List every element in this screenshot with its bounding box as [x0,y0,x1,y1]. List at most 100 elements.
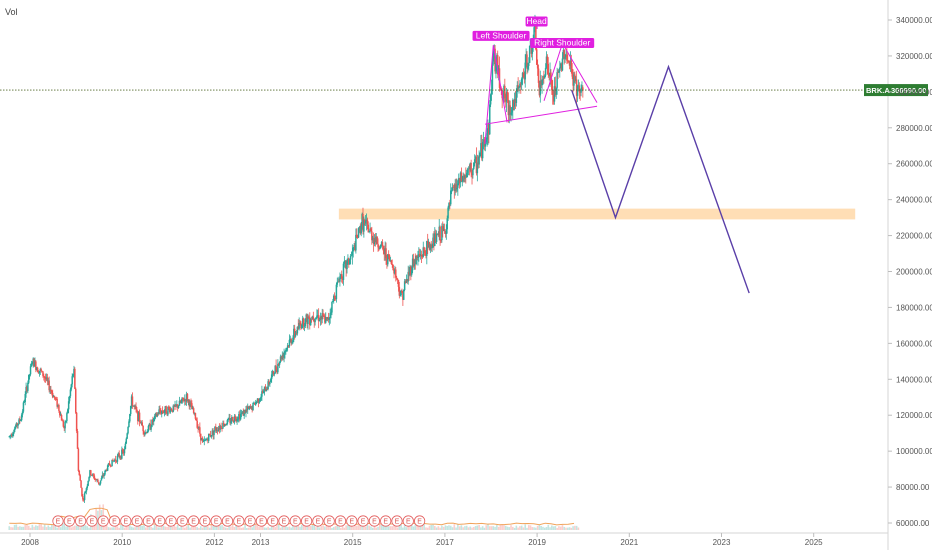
candle-body [88,477,90,481]
candle-body [559,67,561,72]
volume-bar [566,527,569,530]
candle-body [484,142,487,147]
volume-bar [373,525,376,530]
candle-body [389,260,392,262]
pattern-label-box [530,38,595,49]
candle-body [339,276,341,282]
volume-bar [508,527,511,530]
price-axis[interactable]: 340000.00 320000.00 300000.00 280000.00 2600… [888,16,932,528]
candle-body [424,251,426,254]
volume-bar [256,524,259,530]
candle-body [108,463,111,466]
earnings-label: E [270,519,275,526]
candle-body [466,169,469,173]
earnings-marker: E [142,515,154,527]
volume-bar [496,524,498,530]
candle-body [402,292,404,300]
volume-bar [40,524,42,530]
candle-body [133,405,136,407]
candle-body [473,159,476,163]
candle-body [220,425,222,429]
candle-body [159,409,161,412]
candle-body [182,397,184,400]
earnings-circle [210,515,222,527]
volume-bar [56,527,58,530]
candle-body [518,87,520,89]
volume-bar [402,527,404,530]
candle-body [345,260,347,270]
volume-bar [453,524,456,530]
volume-bar [414,524,417,530]
volume-bar [247,527,250,530]
y-tick-label: 200000.00 [896,268,932,277]
earnings-marker: E [323,515,335,527]
candle-body [185,393,188,402]
candle-body [183,399,185,402]
candle-body [279,356,282,363]
candle-body [341,278,344,280]
x-tick-label: 2019 [528,538,546,547]
candle-body [543,75,546,79]
candle-body [437,234,440,236]
candle-body [138,412,141,422]
volume-bar [81,524,83,530]
candle-body [320,316,323,320]
volume-bar [449,525,452,530]
volume-bar [325,525,328,530]
earnings-marker: E [413,515,426,527]
candle-body [438,226,440,236]
volume-bar [425,527,427,530]
candle-body [114,459,116,461]
candle-body [231,417,233,422]
candle-body [90,474,93,476]
volume-bar [433,526,436,530]
candle-body [283,352,285,358]
candle-body [371,237,374,241]
candle-body [478,156,480,165]
candle-body [137,412,140,422]
earnings-circle [233,515,245,527]
candle-body [164,406,167,412]
candle-body [554,86,557,95]
candle-body [527,66,529,69]
volume-bar [407,524,409,530]
candle-body [571,68,573,77]
candle-body [471,173,473,176]
candle-body [433,237,435,246]
candle-body [84,491,87,494]
candle-body [310,319,313,321]
candle-body [487,124,489,134]
earnings-marker: E [267,515,279,527]
candle-body [398,286,401,296]
candle-body [99,480,102,484]
volume-bar [63,522,66,530]
candle-body [300,324,302,329]
candle-body [386,258,388,265]
volume-bar [361,525,363,530]
earnings-circle [165,515,177,527]
candle-body [254,402,256,405]
candle-body [491,61,494,89]
candle-body [121,449,124,452]
candle-body [338,281,340,283]
candle-body [25,386,27,395]
pattern-triangle [484,45,508,144]
volume-bar [285,524,287,530]
candle-body [494,48,496,72]
candle-body [226,420,229,425]
earnings-circle [188,515,200,527]
candle-body [514,98,517,103]
candle-body [212,430,214,436]
candle-body [253,402,255,404]
volume-bar [203,526,206,530]
candle-body [28,374,30,383]
candle-body [213,430,215,436]
earnings-circle [52,515,64,527]
time-axis[interactable]: 2008 2010 2012 2013 2015 2017 2019 2021 2023 2025 [21,533,823,547]
volume-bar [386,524,388,530]
candle-body [169,408,172,413]
candle-body [365,219,368,222]
candle-body [296,326,299,334]
candle-body [16,423,18,426]
